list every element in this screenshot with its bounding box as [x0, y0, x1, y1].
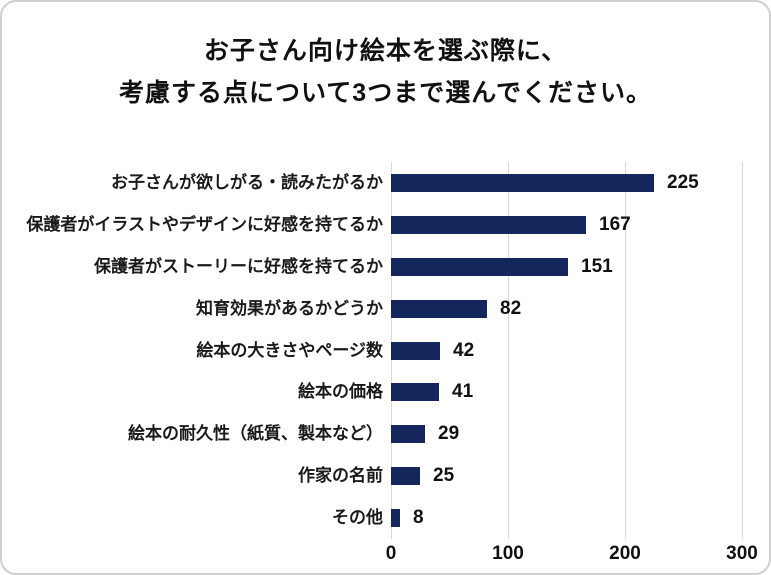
- x-tick-label: 300: [726, 543, 758, 564]
- value-label: 82: [500, 298, 522, 319]
- value-label: 25: [433, 465, 455, 486]
- bar: [391, 383, 439, 401]
- category-label: 絵本の大きさやページ数: [196, 341, 383, 360]
- gridline-x-100: [508, 162, 509, 539]
- category-label: その他: [332, 508, 383, 527]
- x-tick-label: 0: [385, 543, 397, 564]
- bar: [391, 509, 400, 527]
- x-tick-label: 200: [609, 543, 641, 564]
- category-label: 保護者がイラストやデザインに好感を持てるか: [26, 215, 383, 234]
- bar: [391, 258, 568, 276]
- gridline-x-300: [742, 162, 743, 539]
- x-axis: 0 100 200 300: [386, 543, 758, 567]
- gridline-x-200: [625, 162, 626, 539]
- bar: [391, 174, 654, 192]
- value-label: 29: [438, 423, 460, 444]
- plot-area: 225 167 151 82 42 41 29 25 8: [391, 162, 743, 539]
- bar: [391, 467, 420, 485]
- category-label: 知育効果があるかどうか: [196, 299, 383, 318]
- chart-title-line-2: 考慮する点について3つまで選んでください。: [119, 79, 652, 107]
- category-label: 絵本の価格: [298, 382, 383, 401]
- category-label: お子さんが欲しがる・読みたがるか: [111, 173, 383, 192]
- bar: [391, 425, 425, 443]
- value-label: 167: [599, 214, 631, 235]
- category-label: 絵本の耐久性（紙質、製本など）: [128, 424, 383, 443]
- value-label: 41: [452, 381, 474, 402]
- bar: [391, 342, 440, 360]
- value-label: 225: [667, 172, 699, 193]
- chart-title: お子さん向け絵本を選ぶ際に、 考慮する点について3つまで選んでください。: [2, 30, 769, 114]
- value-label: 42: [453, 340, 475, 361]
- chart-title-line-1: お子さん向け絵本を選ぶ際に、: [203, 37, 568, 65]
- bar: [391, 216, 586, 234]
- bar: [391, 300, 487, 318]
- category-label: 保護者がストーリーに好感を持てるか: [94, 257, 383, 276]
- value-label: 8: [413, 507, 424, 528]
- x-tick-label: 100: [492, 543, 524, 564]
- value-label: 151: [581, 256, 613, 277]
- category-label: 作家の名前: [298, 466, 383, 485]
- category-labels: お子さんが欲しがる・読みたがるか保護者がイラストやデザインに好感を持てるか保護者…: [2, 162, 383, 539]
